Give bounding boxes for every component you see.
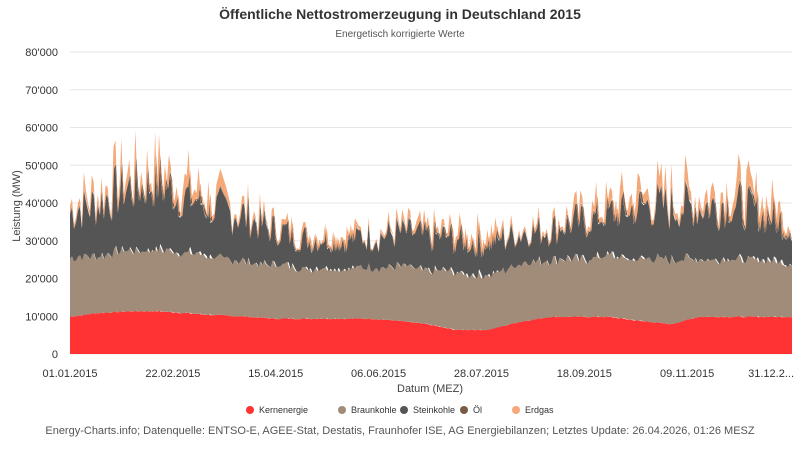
y-tick-label: 20'000: [25, 274, 58, 286]
credits-text: Energy-Charts.info; Datenquelle: ENTSO-E…: [45, 425, 755, 437]
x-tick-label: 18.09.2015: [557, 368, 612, 380]
area-erdgas[interactable]: [70, 130, 792, 257]
x-axis-ticks: 01.01.2015 22.02.2015 15.04.2015 06.06.2015…: [42, 368, 794, 380]
area-braunkohle[interactable]: [70, 243, 792, 331]
y-tick-label: 30'000: [25, 236, 58, 248]
legend-label: Öl: [473, 405, 482, 415]
y-tick-label: 10'000: [25, 311, 58, 323]
legend: Kernenergie Braunkohle Steinkohle Öl Erdgas: [246, 405, 554, 415]
y-tick-label: 80'000: [25, 47, 58, 59]
legend-item-erdgas[interactable]: Erdgas: [512, 405, 554, 415]
legend-marker: [400, 406, 408, 414]
stacked-areas: [70, 130, 792, 354]
y-tick-label: 60'000: [25, 123, 58, 135]
legend-marker: [460, 406, 468, 414]
legend-marker: [338, 406, 346, 414]
legend-label: Kernenergie: [259, 405, 308, 415]
x-axis-title: Datum (MEZ): [397, 383, 463, 395]
legend-marker: [512, 406, 520, 414]
x-tick-label: 06.06.2015: [351, 368, 406, 380]
x-tick-label: 31.12.2...: [748, 368, 794, 380]
y-tick-label: 0: [52, 349, 58, 361]
x-tick-label: 01.01.2015: [42, 368, 97, 380]
legend-item--l[interactable]: Öl: [460, 405, 482, 415]
x-tick-label: 15.04.2015: [248, 368, 303, 380]
y-tick-label: 40'000: [25, 198, 58, 210]
x-tick-label: 09.11.2015: [660, 368, 714, 380]
legend-label: Erdgas: [525, 405, 554, 415]
legend-label: Steinkohle: [413, 405, 455, 415]
chart-title: Öffentliche Nettostromerzeugung in Deuts…: [219, 6, 581, 22]
legend-item-steinkohle[interactable]: Steinkohle: [400, 405, 455, 415]
y-axis-title: Leistung (MW): [11, 170, 23, 242]
x-tick-label: 22.02.2015: [145, 368, 200, 380]
y-axis-ticks: 0 10'000 20'000 30'000 40'000 50'000 60'000 70'…: [25, 47, 58, 361]
chart-subtitle: Energetisch korrigierte Werte: [335, 29, 465, 40]
y-tick-label: 70'000: [25, 85, 58, 97]
x-tick-label: 28.07.2015: [454, 368, 509, 380]
area-steinkohle[interactable]: [70, 155, 792, 279]
area-kernenergie[interactable]: [70, 310, 792, 354]
legend-item-kernenergie[interactable]: Kernenergie: [246, 405, 308, 415]
legend-label: Braunkohle: [351, 405, 397, 415]
legend-item-braunkohle[interactable]: Braunkohle: [338, 405, 397, 415]
legend-marker: [246, 406, 254, 414]
y-tick-label: 50'000: [25, 160, 58, 172]
